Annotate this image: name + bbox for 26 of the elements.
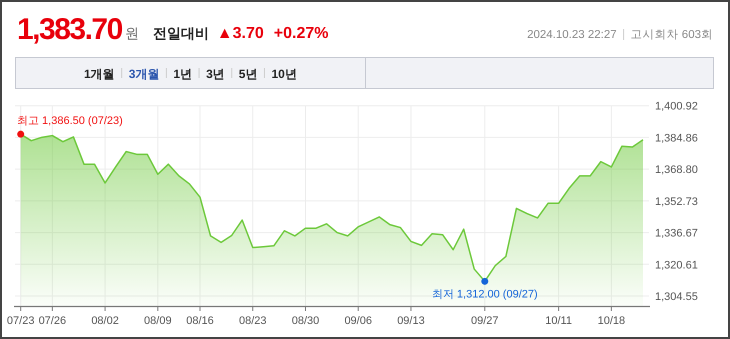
- header: 1,383.70 원 전일대비 ▲3.70 +0.27% 2024.10.23 22:27 고시회차 603회: [17, 13, 713, 46]
- y-tick-label: 1,368.80: [655, 164, 698, 176]
- x-tick-label: 10/18: [598, 315, 626, 327]
- annotation: 최저 1,312.00 (09/27): [432, 288, 538, 300]
- x-tick-label: 07/26: [38, 315, 66, 327]
- y-tick-label: 1,336.67: [655, 228, 698, 240]
- x-tick-label: 08/16: [186, 315, 214, 327]
- y-tick-label: 1,352.73: [655, 196, 698, 208]
- y-tick-label: 1,304.55: [655, 291, 698, 304]
- x-tick-label: 07/23: [6, 315, 34, 327]
- annotation: 최저 1,312.00 (09/27): [432, 278, 538, 300]
- x-tick-label: 08/02: [91, 315, 119, 327]
- title: 1,383.70: [17, 13, 122, 46]
- annotation: 최고 1,386.50 (07/23): [17, 115, 123, 128]
- x-tick-label: 09/27: [471, 315, 499, 327]
- x-tick-label: 09/13: [397, 315, 425, 327]
- x-tick-label: 08/23: [238, 315, 267, 327]
- x-tick-label: 09/06: [344, 315, 372, 327]
- x-tick-label: 10/11: [545, 315, 572, 327]
- x-tick-label: 08/30: [292, 315, 320, 327]
- y-tick-label: 1,320.61: [655, 259, 698, 272]
- period-tabs: 1개월 3개월 1년 3년 5년 10년: [15, 57, 714, 89]
- x-tick-label: 08/09: [144, 315, 172, 327]
- y-tick-label: 1,384.86: [655, 132, 698, 144]
- y-tick-label: 1,400.92: [655, 100, 698, 113]
- annotation: 최고 1,386.50 (07/23): [17, 115, 123, 138]
